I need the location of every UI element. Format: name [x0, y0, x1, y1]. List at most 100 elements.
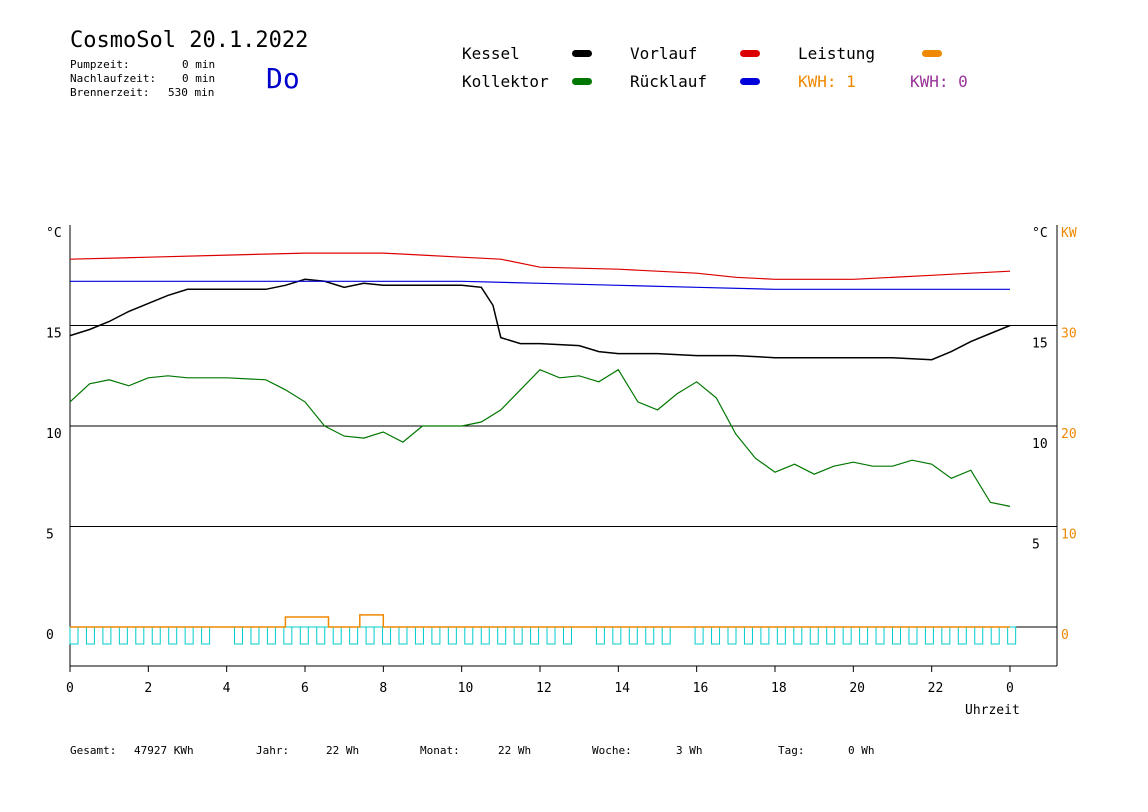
pump-marker [365, 626, 375, 645]
x-tick-label: 8 [379, 681, 387, 696]
chart-series [69, 252, 1011, 628]
legend-vorlauf-label: Vorlauf [630, 44, 698, 63]
footer-tag-value: 0 Wh [848, 744, 875, 757]
y-left-tick-label: 15 [46, 327, 62, 342]
pump-marker [431, 626, 441, 645]
weekday-label: Do [266, 62, 300, 95]
pump-marker [349, 626, 359, 645]
x-tick-label: 22 [928, 681, 944, 696]
x-tick-label: 14 [614, 681, 630, 696]
pump-marker [414, 626, 424, 645]
pump-marker [563, 626, 572, 645]
pump-marker [776, 626, 786, 645]
pump-marker [382, 626, 392, 645]
x-tick-label: 6 [301, 681, 309, 696]
footer-woche-label: Woche: [592, 744, 632, 757]
y-power-tick-label: 10 [1061, 528, 1077, 543]
pump-marker [464, 626, 474, 645]
x-tick-label: 10 [458, 681, 474, 696]
y-right-unit-label: °C [1032, 226, 1048, 241]
pump-marker [398, 626, 408, 645]
pump-marker [892, 626, 901, 645]
pump-marker [480, 626, 490, 645]
pump-marker [513, 626, 523, 645]
y-power-tick-label: 30 [1061, 327, 1077, 342]
legend-ruecklauf-swatch [740, 78, 760, 85]
pump-marker [842, 626, 852, 645]
pump-marker [85, 626, 95, 645]
pump-marker [1007, 626, 1017, 645]
pump-marker [990, 626, 1000, 645]
series-line-4 [70, 614, 1010, 628]
footer-gesamt-value: 47927 KWh [134, 744, 194, 757]
series-line-2 [69, 252, 1011, 280]
footer-gesamt-label: Gesamt: [70, 744, 117, 757]
pump-marker [234, 626, 243, 645]
pump-marker [283, 626, 293, 645]
legend-leistung-label: Leistung [798, 44, 876, 63]
stat-label-pumpzeit: Pumpzeit: [70, 58, 130, 71]
legend-ruecklauf-label: Rücklauf [630, 72, 708, 91]
pump-marker [250, 626, 260, 645]
pump-marker [266, 626, 276, 645]
pump-marker [793, 626, 803, 645]
pump-marker [760, 626, 770, 645]
legend-vorlauf-swatch [740, 50, 760, 57]
x-tick-label: 20 [849, 681, 865, 696]
x-tick-label: 0 [1006, 681, 1014, 696]
pump-marker [711, 626, 721, 645]
pump-marker [908, 626, 918, 645]
pump-marker [612, 626, 622, 645]
pump-marker [957, 626, 967, 645]
pump-marker [168, 626, 178, 645]
chart-title: CosmoSol 20.1.2022 [70, 28, 309, 53]
pump-marker [135, 626, 145, 645]
pump-marker [299, 626, 309, 645]
series-line-3 [70, 280, 1010, 290]
pump-marker [875, 626, 885, 645]
pump-marker [151, 626, 161, 645]
pump-marker [727, 626, 737, 645]
footer-monat-label: Monat: [420, 744, 460, 757]
footer-woche-value: 3 Wh [676, 744, 703, 757]
x-tick-label: 16 [693, 681, 709, 696]
pump-indicators [69, 626, 1017, 645]
x-tick-label: 18 [771, 681, 787, 696]
pump-marker [332, 626, 342, 645]
pump-marker [974, 626, 984, 645]
stat-value-nachlaufzeit: 0 min [182, 72, 216, 85]
y-power-unit-label: KW [1061, 226, 1077, 241]
pump-marker [645, 626, 655, 645]
chart-grid [69, 225, 1058, 672]
legend-kwh-2: KWH: 0 [910, 72, 968, 91]
pump-marker [826, 626, 836, 645]
legend-leistung-swatch [922, 50, 942, 57]
pump-marker [546, 626, 556, 645]
y-right-tick-label: 10 [1032, 437, 1048, 452]
y-power-tick-label: 0 [1061, 628, 1069, 643]
y-left-tick-label: 0 [46, 628, 54, 643]
series-line-1 [69, 368, 1011, 507]
legend-kollektor-label: Kollektor [462, 72, 549, 91]
y-right-tick-label: 15 [1032, 337, 1048, 352]
series-line-0 [69, 278, 1011, 361]
footer-jahr-value: 22 Wh [326, 744, 360, 757]
pump-marker [859, 626, 869, 645]
chart-labels: 15 10 5 0 °C 15 10 5 °C 30 20 10 0 KW 0 2 4 6 8 10 12 14 16 18 2… [46, 226, 1077, 718]
footer-tag-label: Tag: [778, 744, 805, 757]
pump-marker [809, 626, 819, 645]
pump-marker [102, 626, 112, 645]
x-tick-label: 4 [223, 681, 231, 696]
x-tick-label: 12 [536, 681, 552, 696]
pump-marker [447, 626, 457, 645]
pump-marker [595, 626, 605, 645]
y-power-tick-label: 20 [1061, 427, 1077, 442]
pump-marker [69, 626, 79, 645]
y-right-tick-label: 5 [1032, 538, 1040, 553]
pump-marker [201, 626, 211, 645]
y-left-tick-label: 5 [46, 528, 54, 543]
pump-marker [661, 626, 671, 645]
pump-marker [743, 626, 753, 645]
pump-marker [941, 626, 951, 645]
